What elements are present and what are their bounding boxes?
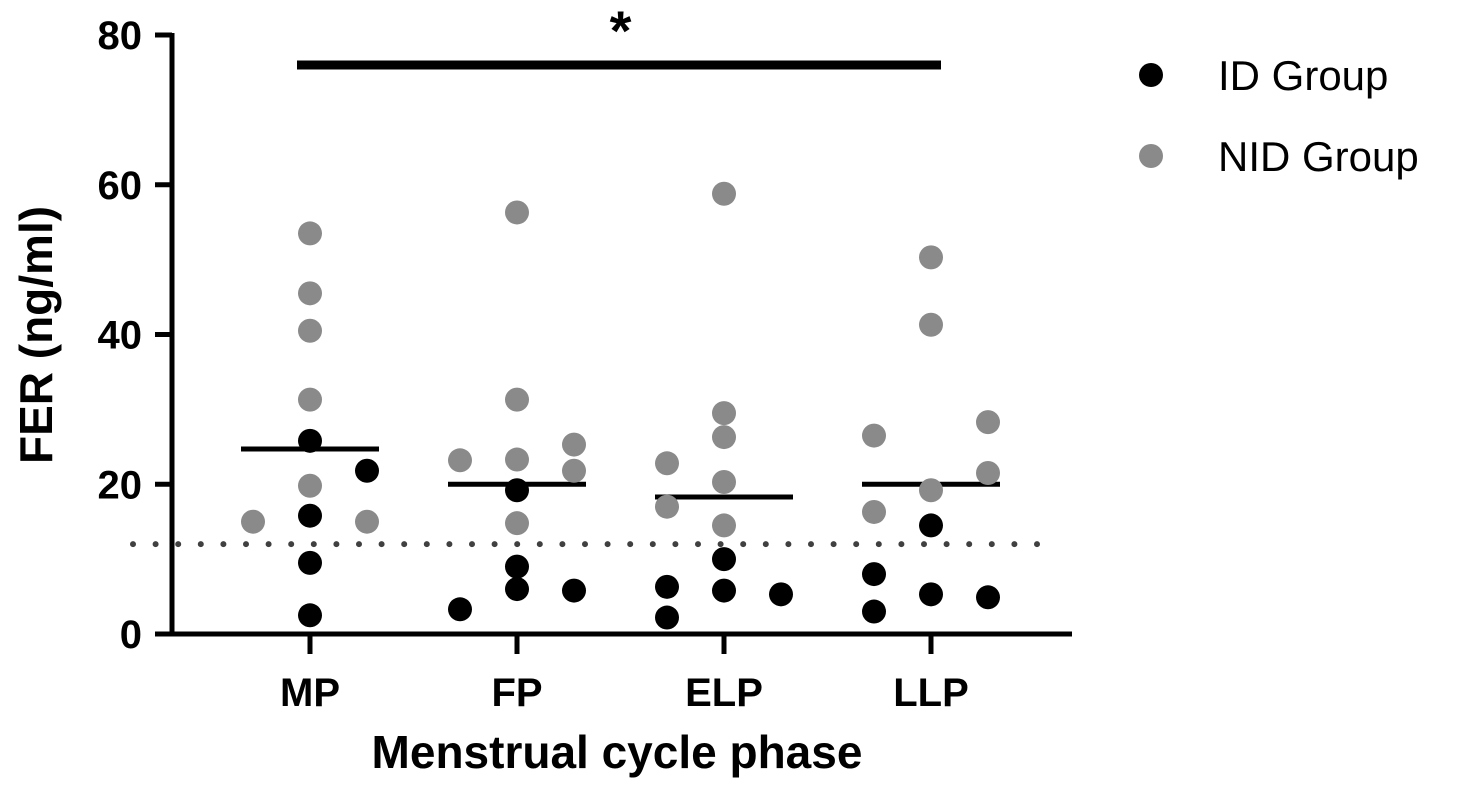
significance-layer: * xyxy=(297,0,941,70)
id-group-point xyxy=(298,428,322,453)
legend-marker xyxy=(1139,144,1163,168)
y-tick-label: 0 xyxy=(120,613,142,657)
id-group-point xyxy=(298,503,322,528)
nid-group-point xyxy=(505,447,529,472)
median-layer xyxy=(241,446,1000,500)
nid-group-point xyxy=(919,245,943,270)
id-group-point xyxy=(355,458,379,483)
legend-label: NID Group xyxy=(1218,133,1419,180)
nid-group-point xyxy=(919,478,943,503)
points-layer xyxy=(241,181,1000,630)
significance-star: * xyxy=(610,0,632,62)
id-group-point xyxy=(976,585,1000,610)
id-group-point xyxy=(655,574,679,599)
id-group-point xyxy=(769,582,793,607)
id-group-point xyxy=(712,578,736,603)
x-tick-label: MP xyxy=(280,671,340,715)
nid-group-point xyxy=(976,410,1000,435)
x-axis-title: Menstrual cycle phase xyxy=(372,726,863,778)
id-group-point xyxy=(655,605,679,630)
nid-group-point xyxy=(298,281,322,306)
id-group-point xyxy=(298,603,322,628)
nid-group-point xyxy=(655,494,679,519)
nid-group-point xyxy=(712,513,736,538)
nid-group-point xyxy=(562,458,586,483)
nid-group-point xyxy=(712,425,736,450)
y-axis-title: FER (ng/ml) xyxy=(10,206,62,464)
id-group-point xyxy=(505,577,529,602)
id-group-point xyxy=(919,513,943,538)
x-tick-label: FP xyxy=(491,671,542,715)
nid-group-point xyxy=(505,511,529,536)
nid-group-point xyxy=(298,473,322,498)
nid-group-point xyxy=(862,499,886,524)
nid-group-point xyxy=(298,221,322,246)
nid-group-point xyxy=(505,200,529,225)
id-group-point xyxy=(862,599,886,624)
nid-group-point xyxy=(298,318,322,343)
nid-group-point xyxy=(562,432,586,457)
id-group-point xyxy=(562,578,586,603)
nid-group-point xyxy=(976,461,1000,486)
nid-group-point xyxy=(712,470,736,495)
nid-group-point xyxy=(505,387,529,412)
x-tick-label: LLP xyxy=(893,671,969,715)
y-tick-label: 40 xyxy=(98,314,143,358)
nid-group-point xyxy=(712,181,736,206)
nid-group-point xyxy=(655,451,679,476)
id-group-point xyxy=(505,478,529,503)
nid-group-point xyxy=(298,387,322,412)
y-tick-label: 80 xyxy=(98,14,143,58)
y-tick-label: 60 xyxy=(98,164,143,208)
legend-marker xyxy=(1139,63,1163,87)
id-group-point xyxy=(919,582,943,607)
id-group-point xyxy=(298,550,322,575)
nid-group-point xyxy=(448,448,472,473)
axes: 0 20 40 60 80 MP FP ELP LLP xyxy=(98,14,1072,715)
nid-group-point xyxy=(919,312,943,337)
nid-group-point xyxy=(862,423,886,448)
y-tick-label: 20 xyxy=(98,463,143,507)
nid-group-point xyxy=(355,509,379,534)
id-group-point xyxy=(505,554,529,579)
nid-group-point xyxy=(712,401,736,426)
id-group-point xyxy=(448,597,472,622)
id-group-point xyxy=(712,547,736,572)
x-tick-label: ELP xyxy=(685,671,763,715)
nid-group-point xyxy=(241,509,265,534)
legend: ID Group NID Group xyxy=(1139,52,1419,180)
id-group-point xyxy=(862,562,886,587)
legend-label: ID Group xyxy=(1218,52,1388,99)
